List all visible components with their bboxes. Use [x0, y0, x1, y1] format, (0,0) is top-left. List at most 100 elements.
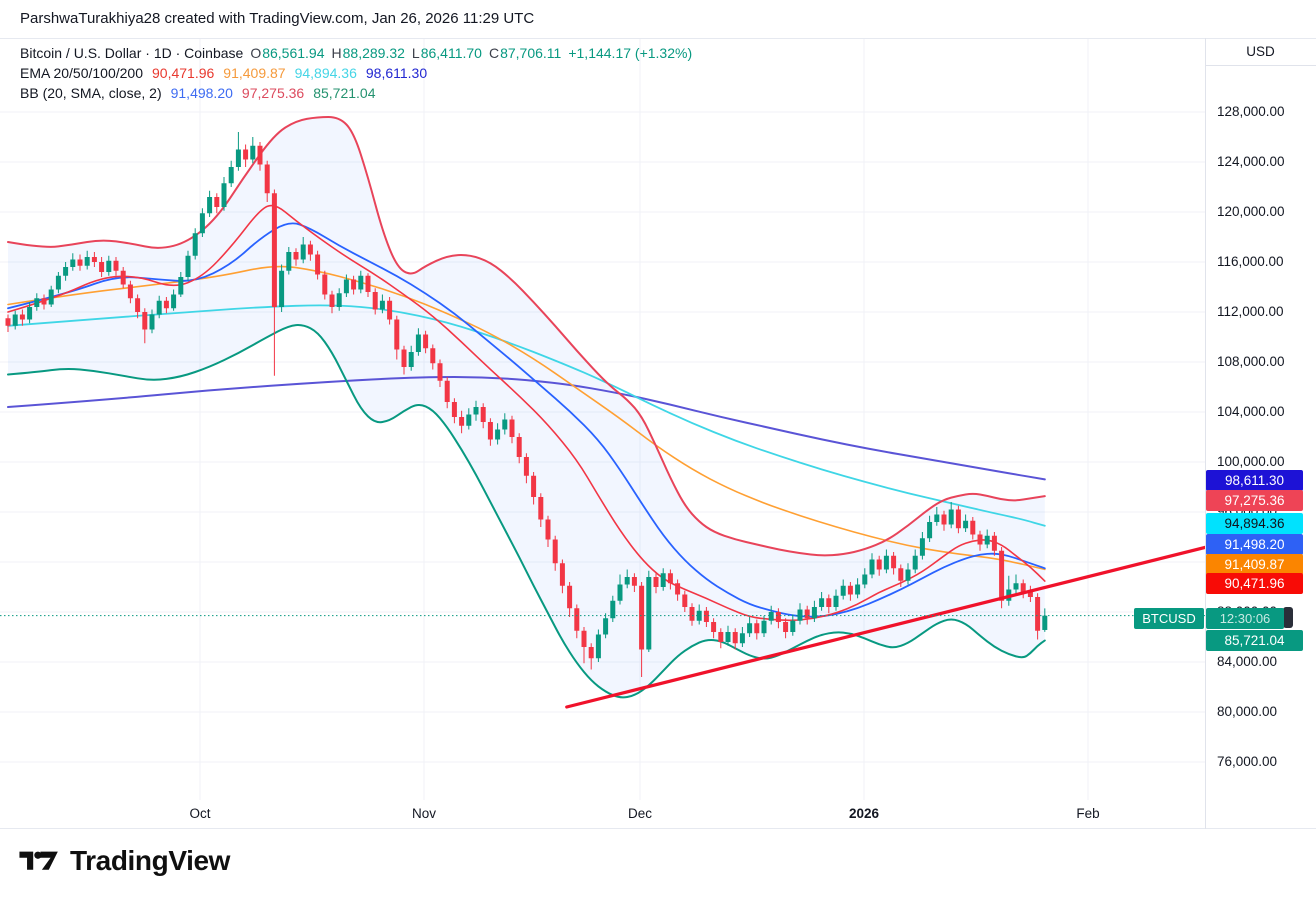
candle-body [639, 585, 645, 650]
candle-body [27, 307, 33, 320]
candle-body [732, 632, 738, 644]
candle-body [394, 319, 400, 350]
candle-body [401, 349, 407, 367]
time-tick-2026: 2026 [848, 806, 880, 821]
candle-body [207, 197, 213, 214]
candle-body [5, 318, 11, 326]
ohlc-key: L [411, 45, 420, 61]
candle-body [192, 233, 198, 256]
candle-body [682, 594, 688, 607]
indicator-value: 98,611.30 [365, 65, 428, 81]
candle-body [667, 573, 673, 584]
candle-body [437, 363, 443, 381]
bar-countdown-label: 12:30:06 [1206, 607, 1284, 629]
candle-body [531, 475, 537, 497]
candle-body [754, 623, 760, 634]
candle-body [660, 573, 666, 587]
candle-body [574, 608, 580, 631]
candle-body [977, 534, 983, 545]
candle-body [336, 293, 342, 307]
candle-body [631, 577, 637, 586]
ema20-line [7, 204, 1046, 622]
bb-label: BB (20, SMA, close, 2) [20, 85, 162, 101]
candle-body [358, 275, 364, 290]
tradingview-logo-text: TradingView [70, 845, 231, 876]
candle-body [235, 149, 241, 167]
bb-upper-line [7, 116, 1046, 557]
price-tick: 112,000.00 [1217, 304, 1284, 319]
candle-body [84, 257, 90, 266]
bb-row: BB (20, SMA, close, 2) 91,498.20 97,275.36… [20, 84, 692, 103]
candle-body [927, 522, 933, 539]
candle-body [538, 497, 544, 520]
candle-body [523, 457, 529, 476]
candle-body [595, 634, 601, 659]
price-axis-currency[interactable]: USD [1205, 38, 1316, 66]
candle-body [55, 275, 61, 290]
candle-body [271, 193, 277, 307]
chart-pane [0, 38, 1207, 800]
candle-body [869, 559, 875, 575]
candle-body [257, 145, 263, 165]
candle-body [502, 419, 508, 430]
symbol-row: Bitcoin / U.S. Dollar · 1D · Coinbase O86… [20, 44, 692, 63]
candle-body [970, 520, 976, 535]
candle-body [819, 598, 825, 607]
candle-body [77, 259, 83, 266]
footer: TradingView [18, 845, 230, 877]
ohlc-key: H [331, 45, 342, 61]
candle-body [675, 583, 681, 595]
candle-body [99, 262, 105, 272]
candle-body [761, 620, 767, 634]
candle-body [653, 577, 659, 587]
candle-body [48, 289, 54, 305]
ohlc-value: 86,411.70 [420, 45, 482, 61]
candle-body [711, 622, 717, 632]
candle-body [1027, 592, 1033, 597]
indicator-value: 97,275.36 [241, 85, 305, 101]
candle-body [603, 618, 609, 635]
ohlc-value: 87,706.11 [500, 45, 562, 61]
candle-body [149, 314, 155, 330]
indicator-value: 91,498.20 [170, 85, 233, 101]
candle-body [581, 630, 587, 647]
candle-body [912, 555, 918, 570]
bb-basis-line [7, 222, 1046, 618]
candle-body [343, 279, 349, 294]
header-divider [0, 38, 1316, 39]
candle-body [999, 550, 1005, 601]
candle-body [293, 252, 299, 260]
chart-legend: Bitcoin / U.S. Dollar · 1D · Coinbase O86… [20, 44, 692, 104]
candle-body [948, 509, 954, 525]
candle-body [941, 514, 947, 525]
candle-body [747, 623, 753, 634]
candle-body [250, 145, 256, 160]
candle-body [509, 419, 515, 437]
candle-body [862, 574, 868, 585]
candle-body [955, 509, 961, 529]
candle-body [739, 633, 745, 644]
trendline[interactable] [565, 545, 1207, 709]
candle-body [617, 584, 623, 601]
price-tick: 80,000.00 [1217, 704, 1278, 719]
candle-body [883, 555, 889, 570]
indicator-value: 91,409.87 [223, 65, 286, 81]
ohlc-key: O [250, 45, 262, 61]
candle-body [307, 244, 313, 255]
candle-body [775, 612, 781, 622]
candle-body [34, 298, 40, 307]
candle-body [379, 300, 385, 310]
ema-row: EMA 20/50/100/200 90,471.96 91,409.87 94,89… [20, 64, 692, 83]
price-label: 98,611.30 [1206, 469, 1303, 491]
candle-body [768, 612, 774, 621]
ohlc-value: 88,289.32 [342, 45, 405, 61]
candle-body [365, 275, 371, 292]
price-tick: 104,000.00 [1217, 404, 1285, 419]
candle-body [545, 519, 551, 540]
price-label: 97,275.36 [1206, 489, 1303, 511]
candle-body [783, 622, 789, 632]
candle-body [991, 535, 997, 551]
candle-body [610, 600, 616, 619]
